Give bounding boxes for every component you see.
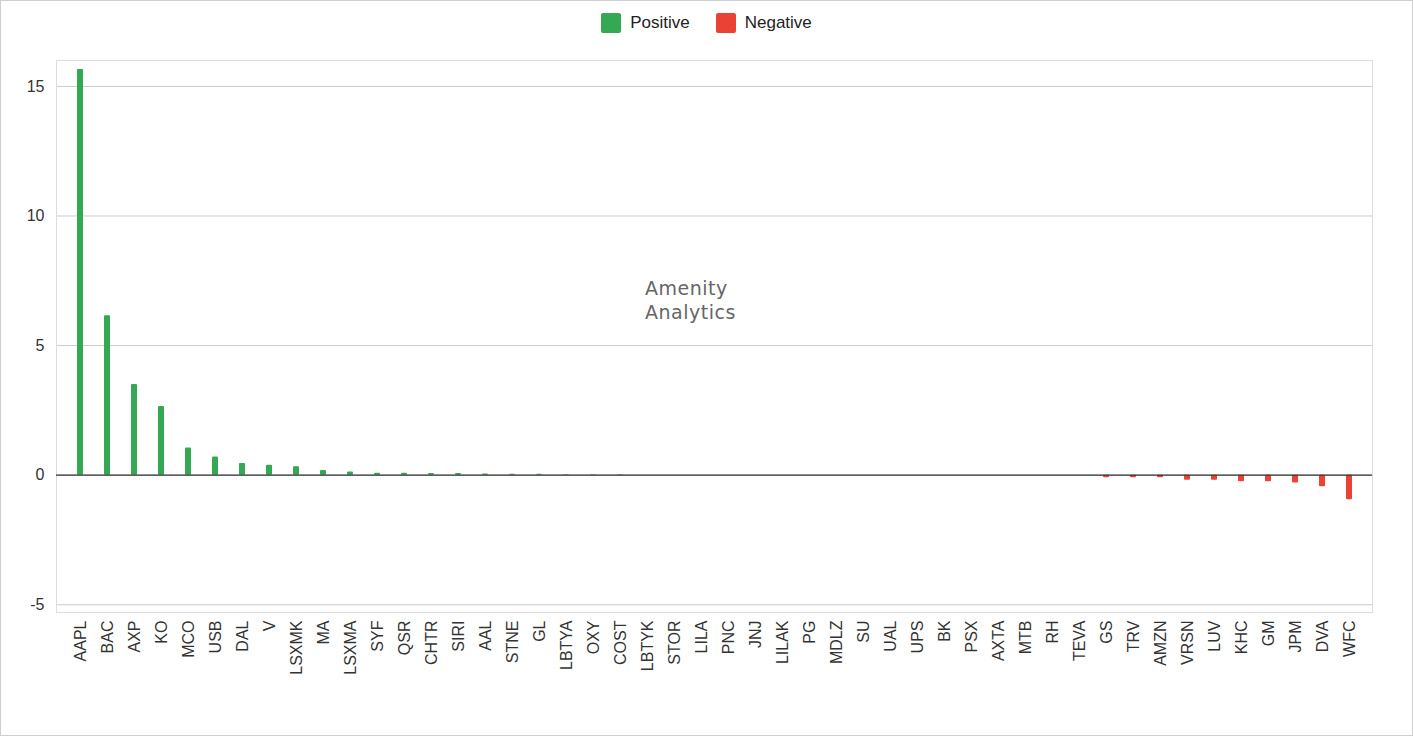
html-text:Amenity: Amenity [645,277,728,299]
svg-text:UPS: UPS [909,621,926,654]
svg-text:STOR: STOR [666,621,683,665]
svg-text:SU: SU [855,621,872,643]
svg-text:JPM: JPM [1287,621,1304,653]
svg-text:MTB: MTB [1017,621,1034,655]
svg-text:LILAK: LILAK [774,620,791,664]
svg-text:MA: MA [315,620,332,644]
svg-text:GM: GM [1260,621,1277,647]
svg-text:AXP: AXP [126,621,143,653]
svg-text:COST: COST [612,620,629,665]
svg-text:JNJ: JNJ [747,621,764,649]
svg-text:LUV: LUV [1206,620,1223,651]
svg-text:PG: PG [801,621,818,644]
svg-text:TEVA: TEVA [1071,620,1088,661]
svg-text:KHC: KHC [1233,621,1250,655]
svg-text:AAL: AAL [477,620,494,650]
svg-text:GS: GS [1098,621,1115,644]
html-text:Analytics: Analytics [645,301,736,323]
svg-text:10: 10 [27,207,45,224]
svg-text:LBTYA: LBTYA [558,620,575,670]
svg-text:RH: RH [1044,621,1061,644]
html-text:Positive: Positive [630,13,690,32]
svg-text:QSR: QSR [396,621,413,656]
svg-text:AMZN: AMZN [1152,621,1169,666]
svg-text:DAL: DAL [234,620,251,651]
svg-text:UAL: UAL [882,620,899,651]
svg-text:V: V [261,620,278,631]
svg-text:TRV: TRV [1125,620,1142,652]
svg-text:AAPL: AAPL [72,620,89,661]
svg-text:PNC: PNC [720,621,737,655]
svg-text:DVA: DVA [1314,620,1331,652]
svg-text:MCO: MCO [180,621,197,658]
svg-text:SYF: SYF [369,620,386,651]
svg-text:CHTR: CHTR [423,621,440,665]
svg-text:KO: KO [153,621,170,644]
svg-text:LILA: LILA [693,620,710,653]
svg-text:STNE: STNE [504,621,521,664]
svg-text:GL: GL [531,620,548,641]
svg-text:5: 5 [36,337,45,354]
svg-text:OXY: OXY [585,620,602,654]
svg-text:PSX: PSX [963,620,980,652]
svg-text:MDLZ: MDLZ [828,620,845,664]
svg-text:0: 0 [36,466,45,483]
svg-text:AXTA: AXTA [990,620,1007,661]
svg-text:LBTYK: LBTYK [639,620,656,671]
svg-text:BAC: BAC [99,621,116,654]
html-text:Negative: Negative [744,13,812,32]
svg-text:USB: USB [207,621,224,654]
svg-text:WFC: WFC [1341,621,1358,657]
svg-text:15: 15 [27,78,45,95]
svg-text:VRSN: VRSN [1179,621,1196,665]
svg-text:SIRI: SIRI [450,621,467,652]
svg-text:BK: BK [936,620,953,642]
svg-text:LSXMK: LSXMK [288,620,305,675]
svg-text:-5: -5 [30,596,44,613]
svg-text:LSXMA: LSXMA [342,620,359,675]
